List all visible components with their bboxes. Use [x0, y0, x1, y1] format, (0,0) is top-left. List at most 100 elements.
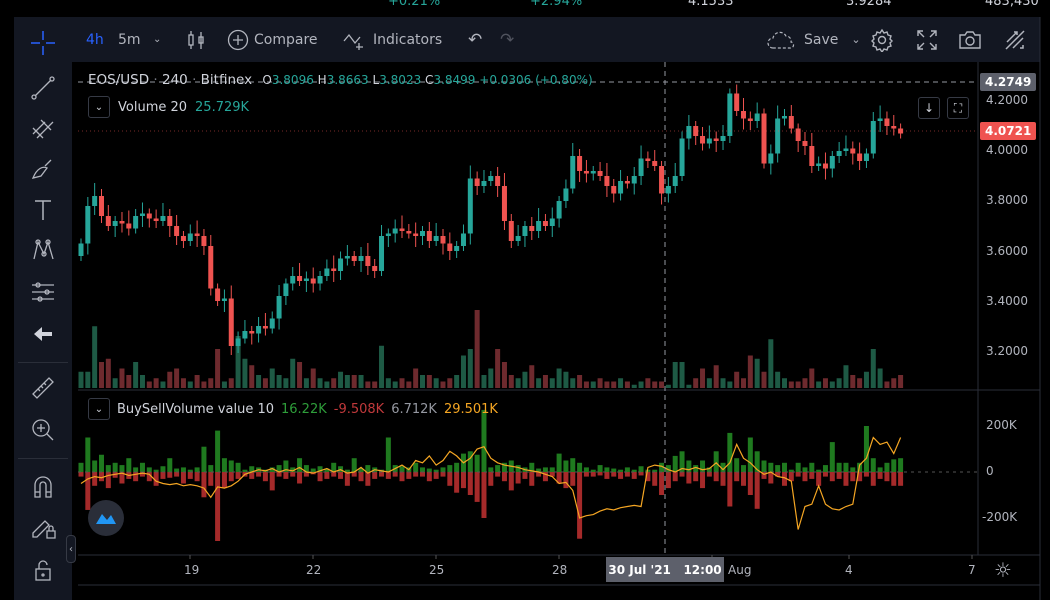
buy-volume-bar — [187, 469, 193, 472]
prediction-icon[interactable] — [28, 277, 58, 307]
volume-bar — [290, 358, 296, 388]
trend-line-icon[interactable] — [28, 73, 58, 103]
tradingview-logo-icon[interactable] — [88, 500, 124, 536]
candle-body — [460, 233, 466, 246]
candle-body — [720, 136, 726, 141]
bsv-tick: 200K — [986, 418, 1017, 432]
candle-body — [112, 221, 118, 226]
sell-volume-bar — [433, 472, 439, 479]
candle-body — [126, 223, 132, 229]
volume-bar — [310, 368, 316, 388]
magnet-icon[interactable] — [28, 472, 58, 502]
candle-body — [761, 113, 767, 164]
sell-volume-bar — [139, 472, 145, 477]
volume-bar — [686, 384, 692, 388]
volume-bar — [276, 375, 282, 388]
volume-bar — [242, 358, 248, 388]
candle-body — [269, 318, 275, 329]
buy-volume-bar — [590, 469, 596, 472]
interval: 240 — [162, 72, 188, 88]
buy-volume-bar — [693, 465, 699, 472]
candle-body — [78, 243, 84, 256]
buy-volume-bar — [167, 458, 173, 472]
volume-bar — [618, 378, 624, 388]
candle-body — [317, 276, 323, 284]
candle-body — [556, 201, 562, 219]
candle-body — [331, 268, 337, 271]
candle-body — [256, 326, 262, 334]
candles-icon[interactable] — [186, 17, 206, 62]
candle-body — [706, 138, 712, 144]
volume-bar — [652, 381, 658, 388]
zoom-in-icon[interactable] — [28, 415, 58, 445]
arrow-left-icon[interactable] — [28, 319, 58, 349]
candle-body — [105, 216, 111, 226]
compare-button[interactable]: Compare — [227, 17, 318, 62]
text-icon[interactable] — [28, 195, 58, 225]
buy-volume-bar — [577, 462, 583, 472]
buy-volume-bar — [727, 432, 733, 472]
buy-volume-bar — [529, 462, 535, 472]
candle-body — [583, 171, 589, 174]
candle-body — [788, 116, 794, 129]
symbol[interactable]: EOS/USD — [88, 72, 150, 88]
indicators-button[interactable]: Indicators — [342, 17, 442, 62]
pattern-icon[interactable] — [28, 235, 58, 265]
chart-area[interactable] — [78, 62, 1040, 600]
interval-5m-button[interactable]: 5m — [118, 31, 141, 48]
volume-bar — [235, 336, 241, 388]
undo-icon[interactable]: ↶ — [468, 29, 483, 50]
sell-volume-bar — [201, 472, 207, 498]
unlock-icon[interactable] — [28, 555, 58, 585]
maximize-pane-icon[interactable]: ⛶ — [947, 97, 969, 119]
save-button[interactable]: Save ⌄ — [765, 17, 861, 62]
buy-volume-bar — [802, 467, 808, 472]
candle-body — [665, 186, 671, 194]
collapse-chevron-icon[interactable]: ⌄ — [88, 398, 110, 420]
sell-volume-bar — [515, 472, 521, 484]
scroll-to-latest-icon[interactable]: ↓ — [918, 97, 940, 119]
sell-volume-bar — [235, 472, 241, 479]
auto-scale-settings-icon[interactable]: ☼ — [994, 558, 1012, 582]
volume-bar — [119, 368, 125, 388]
volume-bar — [843, 365, 849, 388]
brush-icon[interactable] — [28, 155, 58, 185]
chevron-down-icon[interactable]: ⌄ — [153, 34, 162, 45]
low-label: L — [372, 73, 380, 87]
sell-volume-bar — [529, 472, 535, 486]
price-tick: 4.0000 — [986, 143, 1028, 158]
candle-body — [358, 256, 364, 261]
camera-icon[interactable] — [958, 17, 982, 62]
buy-volume-bar — [454, 462, 460, 472]
collapse-chevron-icon[interactable]: ⌄ — [88, 96, 110, 118]
volume-bar — [829, 381, 835, 388]
sell-volume-bar — [863, 472, 869, 477]
bsv-buy: 16.22K — [281, 401, 327, 417]
sell-volume-bar — [174, 472, 180, 477]
sell-volume-bar — [665, 472, 671, 489]
buy-volume-bar — [536, 468, 542, 472]
volume-bar — [645, 378, 651, 388]
volume-bar — [604, 381, 610, 388]
settings-gear-icon[interactable] — [870, 17, 894, 62]
ticker-value: 3.9284 — [846, 0, 892, 9]
crosshair-icon[interactable] — [28, 28, 58, 58]
fullscreen-icon[interactable] — [916, 17, 938, 62]
collapse-toolbar-button[interactable]: ‹ — [66, 535, 76, 563]
ruler-icon[interactable] — [28, 373, 58, 403]
lock-drawings-icon[interactable] — [28, 512, 58, 542]
price-tick: 3.8000 — [986, 193, 1028, 208]
volume-bar — [399, 378, 405, 388]
trading-panel-icon[interactable] — [1004, 17, 1026, 62]
redo-icon[interactable]: ↷ — [500, 29, 515, 50]
interval-4h-button[interactable]: 4h — [86, 31, 104, 48]
pitchfork-icon[interactable] — [28, 113, 58, 143]
candle-body — [433, 236, 439, 241]
buy-volume-bar — [126, 458, 132, 472]
volume-bar — [775, 371, 781, 388]
sell-volume-bar — [331, 472, 337, 477]
volume-bar — [297, 362, 303, 388]
sell-volume-bar — [351, 472, 357, 477]
candle-body — [228, 298, 234, 346]
